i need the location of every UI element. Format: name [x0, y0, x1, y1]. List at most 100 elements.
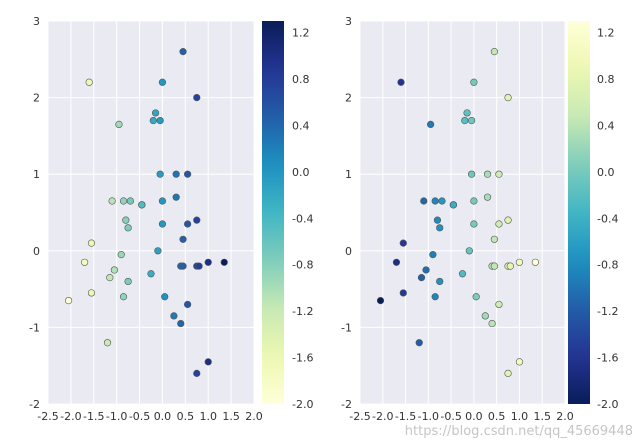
- scatter-point: [81, 258, 89, 266]
- x-tick-label: 0.0: [465, 410, 483, 423]
- scatter-point: [531, 258, 539, 266]
- scatter-point: [458, 270, 467, 278]
- colorbar-tick-label: -2.0: [292, 398, 313, 411]
- scatter-point: [149, 116, 157, 125]
- scatter-point: [431, 293, 439, 301]
- colorbar-tick-label: 0.8: [292, 73, 310, 86]
- y-tick-label: 0: [345, 245, 352, 258]
- x-tick-label: -1.5: [395, 410, 416, 423]
- scatter-point: [108, 197, 116, 205]
- scatter-point: [436, 277, 444, 286]
- scatter-point: [420, 197, 428, 205]
- scatter-point: [422, 266, 430, 274]
- x-tick-label: -1.0: [418, 410, 439, 423]
- scatter-point: [488, 319, 496, 328]
- scatter-point: [161, 293, 169, 301]
- x-tick-label: 0.5: [177, 410, 195, 423]
- scatter-point: [470, 197, 478, 205]
- scatter-point: [465, 247, 473, 255]
- scatter-point: [124, 277, 132, 286]
- colorbar-tick-label: -0.8: [292, 259, 313, 272]
- scatter-point: [177, 319, 185, 328]
- colorbar-tick-label: 0.8: [597, 73, 615, 86]
- scatter-point: [436, 224, 444, 232]
- scatter-point: [158, 78, 167, 86]
- scatter-point: [193, 369, 201, 377]
- colorbar-tick-label: -0.4: [597, 212, 618, 225]
- colorbar: [262, 21, 284, 404]
- scatter-point: [449, 201, 457, 209]
- scatter-point: [119, 293, 128, 301]
- colorbar-tick-label: -1.2: [597, 305, 618, 318]
- scatter-point: [158, 220, 167, 228]
- scatter-point: [415, 339, 423, 347]
- scatter-point: [468, 170, 476, 178]
- colorbar-tick-label: -0.8: [597, 259, 618, 272]
- scatter-point: [195, 262, 203, 270]
- axes-background: [48, 21, 254, 404]
- scatter-point: [184, 300, 192, 309]
- scatter-point: [433, 216, 442, 224]
- colorbar-tick-label: -1.6: [597, 352, 618, 365]
- scatter-point: [504, 369, 512, 377]
- y-tick-label: -1: [341, 321, 352, 334]
- colorbar-tick-label: -0.4: [292, 212, 313, 225]
- scatter-point: [87, 289, 96, 297]
- scatter-point: [126, 197, 134, 205]
- colorbar: [568, 21, 590, 404]
- scatter-point: [470, 220, 478, 228]
- watermark: https://blog.csdn.net/qq_45669448: [404, 424, 633, 439]
- colorbar-tick-label: -1.2: [292, 305, 313, 318]
- scatter-point: [204, 358, 212, 366]
- scatter-point: [427, 120, 435, 129]
- scatter-point: [490, 235, 498, 243]
- scatter-point: [495, 220, 503, 228]
- x-tick-label: -2.0: [60, 410, 81, 423]
- scatter-point: [506, 262, 514, 270]
- scatter-point: [110, 266, 118, 274]
- y-tick-label: 1: [345, 168, 352, 181]
- x-tick-label: 1.0: [199, 410, 217, 423]
- scatter-point: [495, 300, 503, 309]
- scatter-point: [193, 93, 201, 102]
- scatter-point: [204, 258, 212, 266]
- scatter-point: [117, 251, 125, 259]
- x-tick-label: -1.0: [106, 410, 127, 423]
- scatter-point: [184, 220, 192, 228]
- y-tick-label: 2: [33, 92, 40, 105]
- scatter-point: [147, 270, 155, 278]
- scatter-point: [417, 274, 426, 282]
- scatter-point: [481, 312, 489, 320]
- colorbar-tick-label: 0.0: [597, 166, 615, 179]
- scatter-point: [156, 170, 164, 178]
- x-tick-label: 1.5: [222, 410, 240, 423]
- scatter-point: [429, 251, 437, 259]
- x-tick-label: 0.0: [154, 410, 172, 423]
- colorbar-tick-label: -1.6: [292, 352, 313, 365]
- scatter-point: [392, 258, 401, 266]
- colorbar-tick-label: 0.4: [292, 119, 310, 132]
- scatter-point: [106, 274, 114, 282]
- colorbar-tick-label: 0.4: [597, 119, 615, 132]
- scatter-point: [468, 116, 476, 125]
- x-tick-label: -0.5: [440, 410, 461, 423]
- x-tick-label: -2.0: [372, 410, 393, 423]
- colorbar-tick-label: 1.2: [597, 27, 615, 40]
- scatter-point: [85, 78, 93, 86]
- scatter-point: [495, 170, 503, 178]
- scatter-point: [124, 224, 132, 232]
- scatter-point: [463, 109, 471, 117]
- y-tick-label: -2: [29, 398, 40, 411]
- y-tick-label: -2: [341, 398, 352, 411]
- scatter-point: [376, 296, 385, 305]
- scatter-point: [483, 193, 492, 201]
- scatter-point: [158, 197, 167, 205]
- scatter-point: [87, 239, 96, 247]
- y-tick-label: 2: [345, 92, 352, 105]
- x-tick-label: -2.5: [349, 410, 370, 423]
- y-tick-label: 3: [33, 15, 40, 28]
- scatter-point: [184, 170, 192, 178]
- colorbar-tick-label: -2.0: [597, 398, 618, 411]
- scatter-point: [115, 120, 123, 129]
